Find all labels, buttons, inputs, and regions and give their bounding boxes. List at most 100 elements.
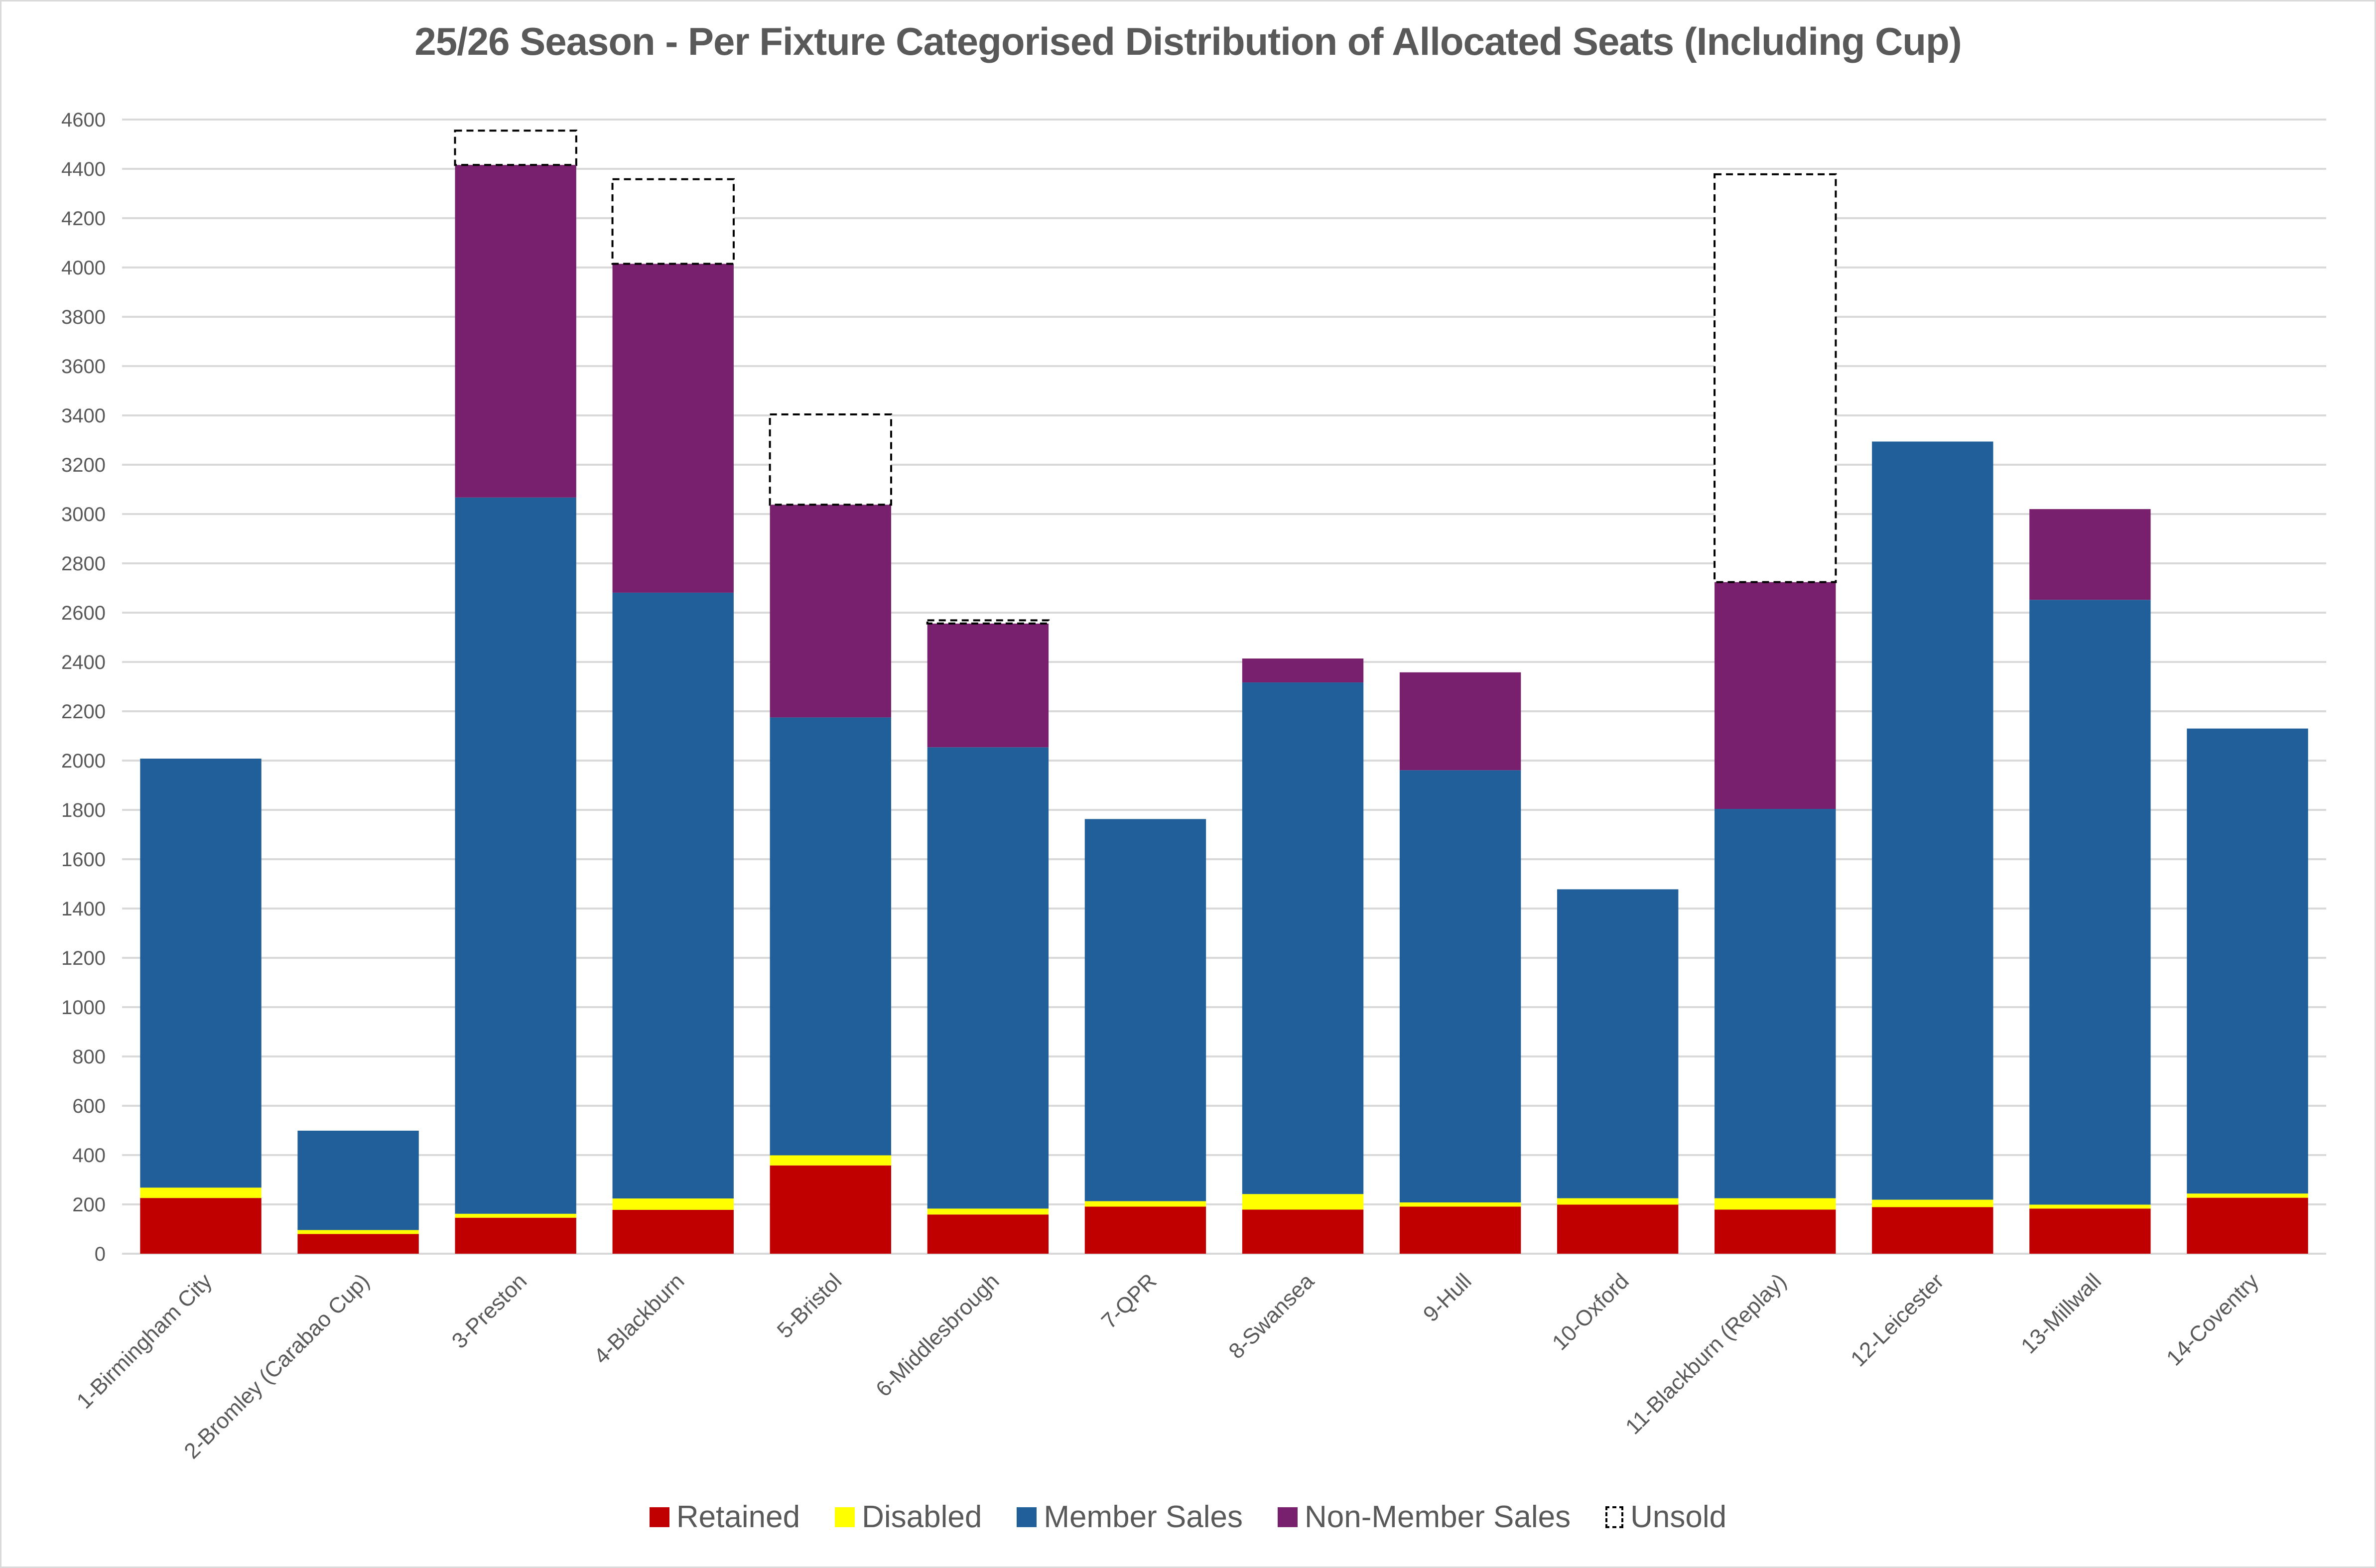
legend-swatch bbox=[1278, 1507, 1298, 1527]
legend-item: Member Sales bbox=[1017, 1499, 1243, 1535]
bar-segment-disabled bbox=[927, 1208, 1049, 1215]
y-tick-label: 4400 bbox=[61, 158, 106, 180]
bar-segment-member-sales bbox=[1242, 682, 1364, 1194]
bar-segment-member-sales bbox=[2187, 728, 2308, 1194]
legend-item: Non-Member Sales bbox=[1278, 1499, 1571, 1535]
y-tick-label: 2400 bbox=[61, 652, 106, 673]
bar-segment-non-member-sales bbox=[612, 263, 734, 593]
y-tick-label: 1000 bbox=[61, 997, 106, 1019]
legend-swatch bbox=[1605, 1506, 1624, 1528]
bar-segment-retained bbox=[2187, 1197, 2308, 1254]
x-tick-label: 13-Millwall bbox=[2016, 1269, 2106, 1358]
bar-segment-disabled bbox=[1242, 1194, 1364, 1210]
bar-segment-disabled bbox=[455, 1213, 576, 1218]
bar-segment-non-member-sales bbox=[1399, 672, 1521, 771]
legend-swatch bbox=[1017, 1507, 1037, 1527]
bar-segment-retained bbox=[1399, 1206, 1521, 1254]
bar-segment-member-sales bbox=[770, 717, 892, 1156]
x-tick-label: 3-Preston bbox=[447, 1269, 532, 1353]
y-tick-label: 400 bbox=[72, 1145, 106, 1167]
bar-segment-non-member-sales bbox=[455, 165, 576, 498]
y-tick-label: 1400 bbox=[61, 898, 106, 920]
x-tick-label: 10-Oxford bbox=[1548, 1269, 1634, 1355]
legend: Retained Disabled Member Sales Non-Member S… bbox=[0, 1499, 2376, 1535]
x-tick-label: 11-Blackburn (Replay) bbox=[1621, 1269, 1791, 1439]
bar-segment-retained bbox=[140, 1198, 262, 1254]
bar-segment-retained bbox=[455, 1217, 576, 1254]
bar-segment-member-sales bbox=[2029, 600, 2151, 1205]
bar-segment-member-sales bbox=[1084, 819, 1206, 1201]
y-tick-label: 800 bbox=[72, 1046, 106, 1068]
bar-segment-member-sales bbox=[612, 592, 734, 1199]
legend-label: Member Sales bbox=[1044, 1500, 1243, 1534]
bar-segment-member-sales bbox=[455, 497, 576, 1214]
x-tick-label: 12-Leicester bbox=[1846, 1269, 1949, 1371]
y-tick-label: 1600 bbox=[61, 849, 106, 871]
bar-segment-disabled bbox=[1399, 1202, 1521, 1207]
chart-title: 25/26 Season - Per Fixture Categorised D… bbox=[414, 19, 1962, 63]
y-axis-ticks: 0 200 400 600 800 1000 1200 1400 1600 1800 2000 220… bbox=[61, 109, 106, 1265]
bar-segment-retained bbox=[1872, 1207, 1993, 1254]
y-tick-label: 2800 bbox=[61, 553, 106, 575]
x-tick-label: 8-Swansea bbox=[1224, 1269, 1319, 1364]
y-tick-label: 3000 bbox=[61, 504, 106, 525]
x-tick-label: 7-QPR bbox=[1097, 1269, 1162, 1333]
bar-segment-unsold bbox=[1714, 173, 1837, 583]
legend-swatch bbox=[649, 1507, 669, 1527]
bar-segment-retained bbox=[1084, 1206, 1206, 1254]
bar-segment-disabled bbox=[1872, 1199, 1993, 1207]
y-tick-label: 2000 bbox=[61, 750, 106, 772]
bar-segment-member-sales bbox=[297, 1130, 419, 1230]
bar-segment-non-member-sales bbox=[2029, 509, 2151, 600]
y-tick-label: 3800 bbox=[61, 306, 106, 328]
x-tick-label: 14-Coventry bbox=[2162, 1269, 2263, 1370]
bar-segment-retained bbox=[1557, 1204, 1679, 1254]
bar-segment-member-sales bbox=[1715, 809, 1836, 1198]
bar-segment-unsold bbox=[611, 178, 735, 265]
bar-segment-unsold bbox=[926, 619, 1050, 625]
bar-segment-disabled bbox=[2029, 1204, 2151, 1209]
y-tick-label: 1800 bbox=[61, 799, 106, 821]
bar-segment-retained bbox=[1242, 1209, 1364, 1254]
bars bbox=[140, 130, 2308, 1254]
bar-segment-retained bbox=[1715, 1209, 1836, 1254]
bar-segment-member-sales bbox=[1399, 770, 1521, 1203]
bar-segment-non-member-sales bbox=[927, 623, 1049, 748]
x-tick-label: 4-Blackburn bbox=[589, 1269, 689, 1369]
bar-segment-retained bbox=[927, 1214, 1049, 1254]
x-tick-label: 5-Bristol bbox=[773, 1269, 847, 1343]
bar-segment-non-member-sales bbox=[1715, 582, 1836, 809]
bar-segment-disabled bbox=[140, 1187, 262, 1198]
gridlines bbox=[122, 119, 2326, 1255]
legend-item: Retained bbox=[649, 1499, 800, 1535]
y-tick-label: 600 bbox=[72, 1095, 106, 1117]
bar-segment-non-member-sales bbox=[770, 505, 892, 718]
y-tick-label: 4000 bbox=[61, 257, 106, 279]
bar-segment-member-sales bbox=[140, 759, 262, 1188]
y-tick-label: 4200 bbox=[61, 208, 106, 230]
y-tick-label: 0 bbox=[95, 1243, 106, 1265]
bar-segment-non-member-sales bbox=[1242, 658, 1364, 683]
bar-segment-member-sales bbox=[927, 747, 1049, 1209]
bar-segment-unsold bbox=[454, 130, 577, 166]
legend-item: Disabled bbox=[835, 1499, 982, 1535]
legend-swatch bbox=[835, 1507, 855, 1527]
bar-segment-retained bbox=[2029, 1208, 2151, 1254]
bar-segment-unsold bbox=[769, 413, 893, 506]
y-tick-label: 2200 bbox=[61, 701, 106, 723]
y-tick-label: 3600 bbox=[61, 356, 106, 378]
y-tick-label: 4600 bbox=[61, 109, 106, 131]
legend-label: Non-Member Sales bbox=[1305, 1500, 1571, 1534]
bar-segment-disabled bbox=[1715, 1198, 1836, 1210]
x-tick-label: 1-Birmingham City bbox=[72, 1269, 217, 1414]
bar-segment-disabled bbox=[612, 1198, 734, 1210]
bar-segment-member-sales bbox=[1557, 889, 1679, 1198]
bar-segment-retained bbox=[770, 1165, 892, 1254]
bar-segment-disabled bbox=[1557, 1198, 1679, 1205]
legend-label: Retained bbox=[676, 1500, 800, 1534]
legend-label: Disabled bbox=[862, 1500, 982, 1534]
legend-item: Unsold bbox=[1605, 1499, 1726, 1535]
bar-segment-disabled bbox=[1084, 1201, 1206, 1207]
